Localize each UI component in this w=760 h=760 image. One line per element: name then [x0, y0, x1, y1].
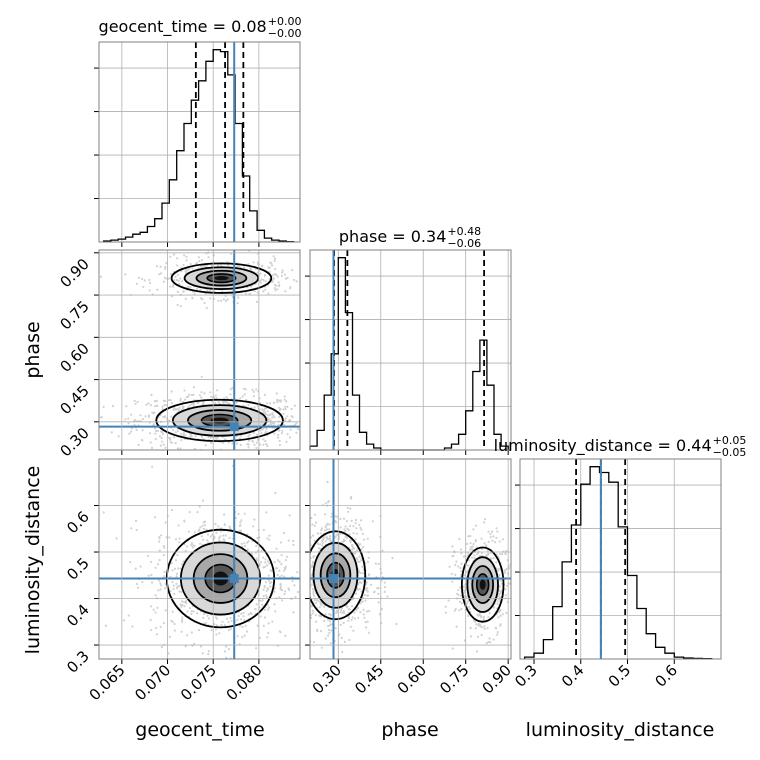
panel-phase-vs-luminosity-distance-contour-0-0	[310, 530, 367, 621]
panel-geocent-time-vs-phase-contour-1-0	[170, 262, 273, 294]
panel-geocent-time-vs-phase-frame	[98, 249, 301, 451]
title-luminosity-distance-main: luminosity_distance = 0.44	[494, 436, 712, 456]
hist-phase-frame	[309, 249, 512, 451]
axis-label-x-luminosity-distance: luminosity_distance	[526, 719, 715, 741]
panel-phase-vs-luminosity-distance-contour-1-0	[460, 546, 505, 623]
title-geocent-time-main: geocent_time = 0.08	[99, 17, 267, 37]
hist-geocent-time-frame	[98, 41, 301, 243]
panel-geocent-time-vs-phase-contour-0-0	[155, 398, 284, 443]
hist-luminosity-distance-steps	[524, 466, 713, 660]
axis-label-x-phase: phase	[381, 719, 438, 741]
panel-geocent-time-vs-phase-density	[99, 250, 300, 450]
axis-label-x-geocent-time: geocent_time	[135, 719, 264, 741]
panel-geocent-time-vs-luminosity-distance	[99, 459, 300, 659]
title-luminosity-distance: luminosity_distance = 0.44 +0.05−0.05	[494, 434, 747, 459]
hist-luminosity-distance-frame	[519, 458, 722, 660]
title-phase-plus: +0.48	[447, 225, 481, 238]
title-luminosity-distance-minus: −0.05	[713, 446, 747, 459]
axis-label-y-luminosity-distance: luminosity_distance	[22, 466, 44, 655]
title-phase-main: phase = 0.34	[339, 227, 446, 246]
panel-geocent-time-vs-phase-truth-marker	[229, 422, 239, 432]
title-phase: phase = 0.34 +0.48−0.06	[339, 225, 481, 250]
title-phase-minus: −0.06	[447, 237, 481, 250]
title-geocent-time-plus: +0.00	[268, 15, 302, 28]
panel-phase-vs-luminosity-distance-truth-marker	[328, 574, 338, 584]
panel-geocent-time-vs-luminosity-distance-frame	[98, 458, 301, 660]
axis-label-y-phase: phase	[22, 321, 44, 378]
panel-geocent-time-vs-luminosity-distance-truth-marker	[229, 574, 239, 584]
title-geocent-time: geocent_time = 0.08 +0.00−0.00	[99, 15, 302, 40]
panel-geocent-time-vs-phase	[99, 250, 300, 450]
panel-geocent-time-vs-phase-core-1	[214, 276, 229, 281]
panel-phase-vs-luminosity-distance	[310, 459, 511, 659]
title-geocent-time-minus: −0.00	[268, 27, 302, 40]
panel-phase-vs-luminosity-distance-core-1	[479, 579, 486, 590]
title-luminosity-distance-plus: +0.05	[713, 434, 747, 447]
panel-phase-vs-luminosity-distance-frame	[309, 458, 512, 660]
panels-layer	[94, 41, 722, 664]
hist-geocent-time-steps	[102, 49, 295, 243]
